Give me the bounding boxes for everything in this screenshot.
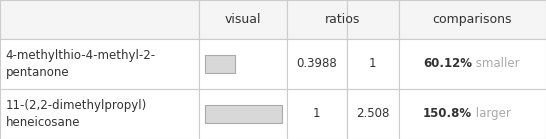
Bar [199, 89, 287, 139]
Text: visual: visual [225, 13, 261, 26]
Bar [205, 55, 235, 73]
Bar [347, 89, 399, 139]
Bar [347, 39, 399, 89]
Bar [399, 89, 546, 139]
Text: 60.12%: 60.12% [423, 57, 472, 70]
Text: comparisons: comparisons [432, 13, 512, 26]
Text: 4-methylthio-4-methyl-2-
pentanone: 4-methylthio-4-methyl-2- pentanone [5, 49, 156, 79]
Bar [287, 0, 347, 39]
Bar [199, 0, 287, 39]
Bar [399, 0, 546, 39]
Bar [199, 39, 287, 89]
Text: 150.8%: 150.8% [423, 107, 472, 121]
Text: larger: larger [472, 107, 511, 121]
Text: 0.3988: 0.3988 [296, 57, 337, 70]
Bar [0, 0, 199, 39]
Text: 1: 1 [313, 107, 321, 121]
Bar [347, 0, 399, 39]
Bar [0, 39, 199, 89]
Text: ratios: ratios [325, 13, 360, 26]
Bar [399, 39, 546, 89]
Bar [0, 89, 199, 139]
Bar [287, 39, 347, 89]
Text: smaller: smaller [472, 57, 520, 70]
Bar [205, 105, 282, 123]
Text: 2.508: 2.508 [356, 107, 389, 121]
Text: 11-(2,2-dimethylpropyl)
heneicosane: 11-(2,2-dimethylpropyl) heneicosane [5, 99, 147, 129]
Text: 1: 1 [369, 57, 376, 70]
Bar [287, 89, 347, 139]
